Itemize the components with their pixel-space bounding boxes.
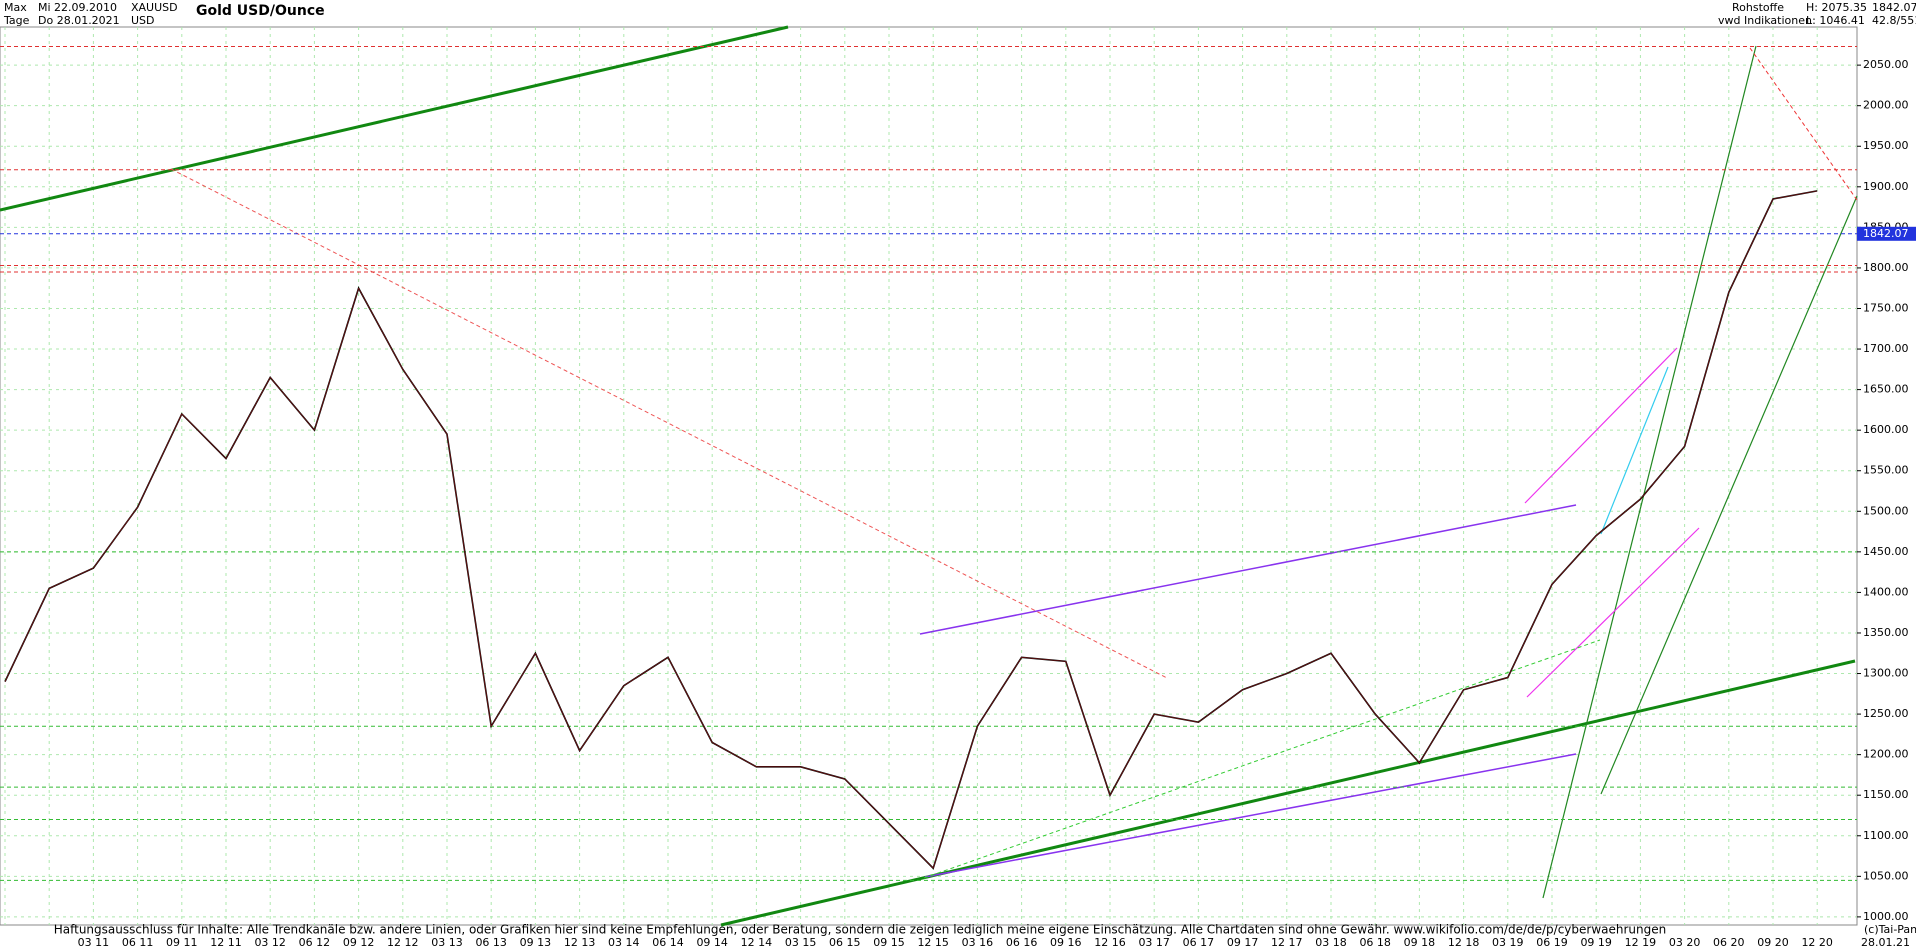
x-tick-label: 09 19 [1580,936,1612,949]
x-tick-label: 12 17 [1271,936,1303,949]
x-tick-label: 03 16 [962,936,994,949]
x-tick-label: 09 13 [520,936,552,949]
x-tick-label: 03 20 [1669,936,1701,949]
y-tick-label: 1000.00 [1863,910,1909,923]
trendline [170,168,1168,679]
y-tick-label: 1900.00 [1863,180,1909,193]
price-line-overlay [4,190,1818,869]
y-tick-label: 1650.00 [1863,383,1909,396]
x-tick-label: 06 15 [829,936,861,949]
trendline [1524,347,1678,504]
x-tick-label: 12 11 [210,936,242,949]
last-date: 28.01.21 [1861,936,1910,949]
trendline [1749,47,1858,201]
x-tick-label: 06 19 [1536,936,1568,949]
trendline [1600,195,1858,795]
x-tick-label: 09 17 [1227,936,1259,949]
x-tick-label: 03 15 [785,936,817,949]
x-tick-label: 12 19 [1625,936,1657,949]
y-tick-label: 2000.00 [1863,99,1909,112]
x-tick-label: 12 14 [741,936,773,949]
x-tick-label: 09 18 [1404,936,1436,949]
y-tick-label: 1950.00 [1863,139,1909,152]
x-tick-label: 09 20 [1757,936,1789,949]
x-tick-label: 03 17 [1138,936,1170,949]
x-tick-label: 03 19 [1492,936,1524,949]
trendline [0,25,789,212]
x-tick-label: 03 12 [254,936,286,949]
x-tick-label: 12 16 [1094,936,1126,949]
trendline [1600,366,1669,535]
x-tick-label: 09 14 [696,936,728,949]
trendlines [0,25,1858,927]
y-tick-label: 1400.00 [1863,585,1909,598]
copyright: (c)Tai-Pan [1864,923,1916,936]
x-tick-label: 09 12 [343,936,375,949]
x-tick-label: 06 12 [299,936,331,949]
x-tick-label: 06 18 [1359,936,1391,949]
y-tick-label: 2050.00 [1863,58,1909,71]
currency: USD [131,14,155,27]
y-tick-label: 1550.00 [1863,464,1909,477]
x-tick-label: 03 13 [431,936,463,949]
trendline [923,639,1601,879]
start-date: Mi 22.09.2010 [38,1,117,14]
x-tick-label: 06 17 [1183,936,1215,949]
last-price-label: 1842.07 [1863,227,1909,240]
y-tick-label: 1450.00 [1863,545,1909,558]
x-tick-label: 03 14 [608,936,640,949]
disclaimer: Haftungsausschluss für Inhalte: Alle Tre… [54,923,1667,937]
last-price-box [1857,226,1916,241]
symbol: XAUUSD [131,1,178,14]
y-tick-label: 1150.00 [1863,788,1909,801]
y-tick-label: 1600.00 [1863,423,1909,436]
y-tick-label: 1500.00 [1863,504,1909,517]
x-tick-label: 12 13 [564,936,596,949]
market: Rohstoffe [1732,1,1784,14]
end-date: Do 28.01.2021 [38,14,120,27]
extra: 42.8/551.9 [1872,14,1916,27]
x-tick-label: 06 13 [475,936,507,949]
y-tick-label: 1350.00 [1863,626,1909,639]
x-tick-label: 12 12 [387,936,419,949]
source: vwd Indikationen [1718,14,1812,27]
x-tick-label: 12 20 [1801,936,1833,949]
range[interactable]: Max [4,1,27,14]
y-tick-label: 1100.00 [1863,829,1909,842]
y-tick-label: 1300.00 [1863,667,1909,680]
title: Gold USD/Ounce [196,3,325,19]
trendline [1542,45,1757,899]
y-tick-label: 1700.00 [1863,342,1909,355]
y-tick-label: 1750.00 [1863,301,1909,314]
y-tick-label: 1050.00 [1863,869,1909,882]
trendline [720,659,1856,927]
x-tick-label: 09 16 [1050,936,1082,949]
x-tick-label: 12 18 [1448,936,1480,949]
y-tick-label: 1800.00 [1863,261,1909,274]
high: H: 2075.35 [1806,1,1867,14]
trendline [924,753,1577,878]
x-tick-label: 12 15 [917,936,949,949]
low: L: 1046.41 [1806,14,1865,27]
last: 1842.07 [1872,1,1916,14]
period[interactable]: Tage [3,14,30,27]
x-tick-label: 09 11 [166,936,198,949]
x-tick-label: 03 18 [1315,936,1347,949]
trendline [919,504,1577,635]
y-tick-label: 1200.00 [1863,748,1909,761]
y-tick-label: 1250.00 [1863,707,1909,720]
x-tick-label: 03 11 [78,936,110,949]
x-tick-label: 06 11 [122,936,154,949]
x-tick-label: 06 14 [652,936,684,949]
trendline [1526,527,1700,698]
x-tick-label: 09 15 [873,936,905,949]
x-tick-label: 06 20 [1713,936,1745,949]
plot-frame [0,26,1858,926]
x-tick-label: 06 16 [1006,936,1038,949]
